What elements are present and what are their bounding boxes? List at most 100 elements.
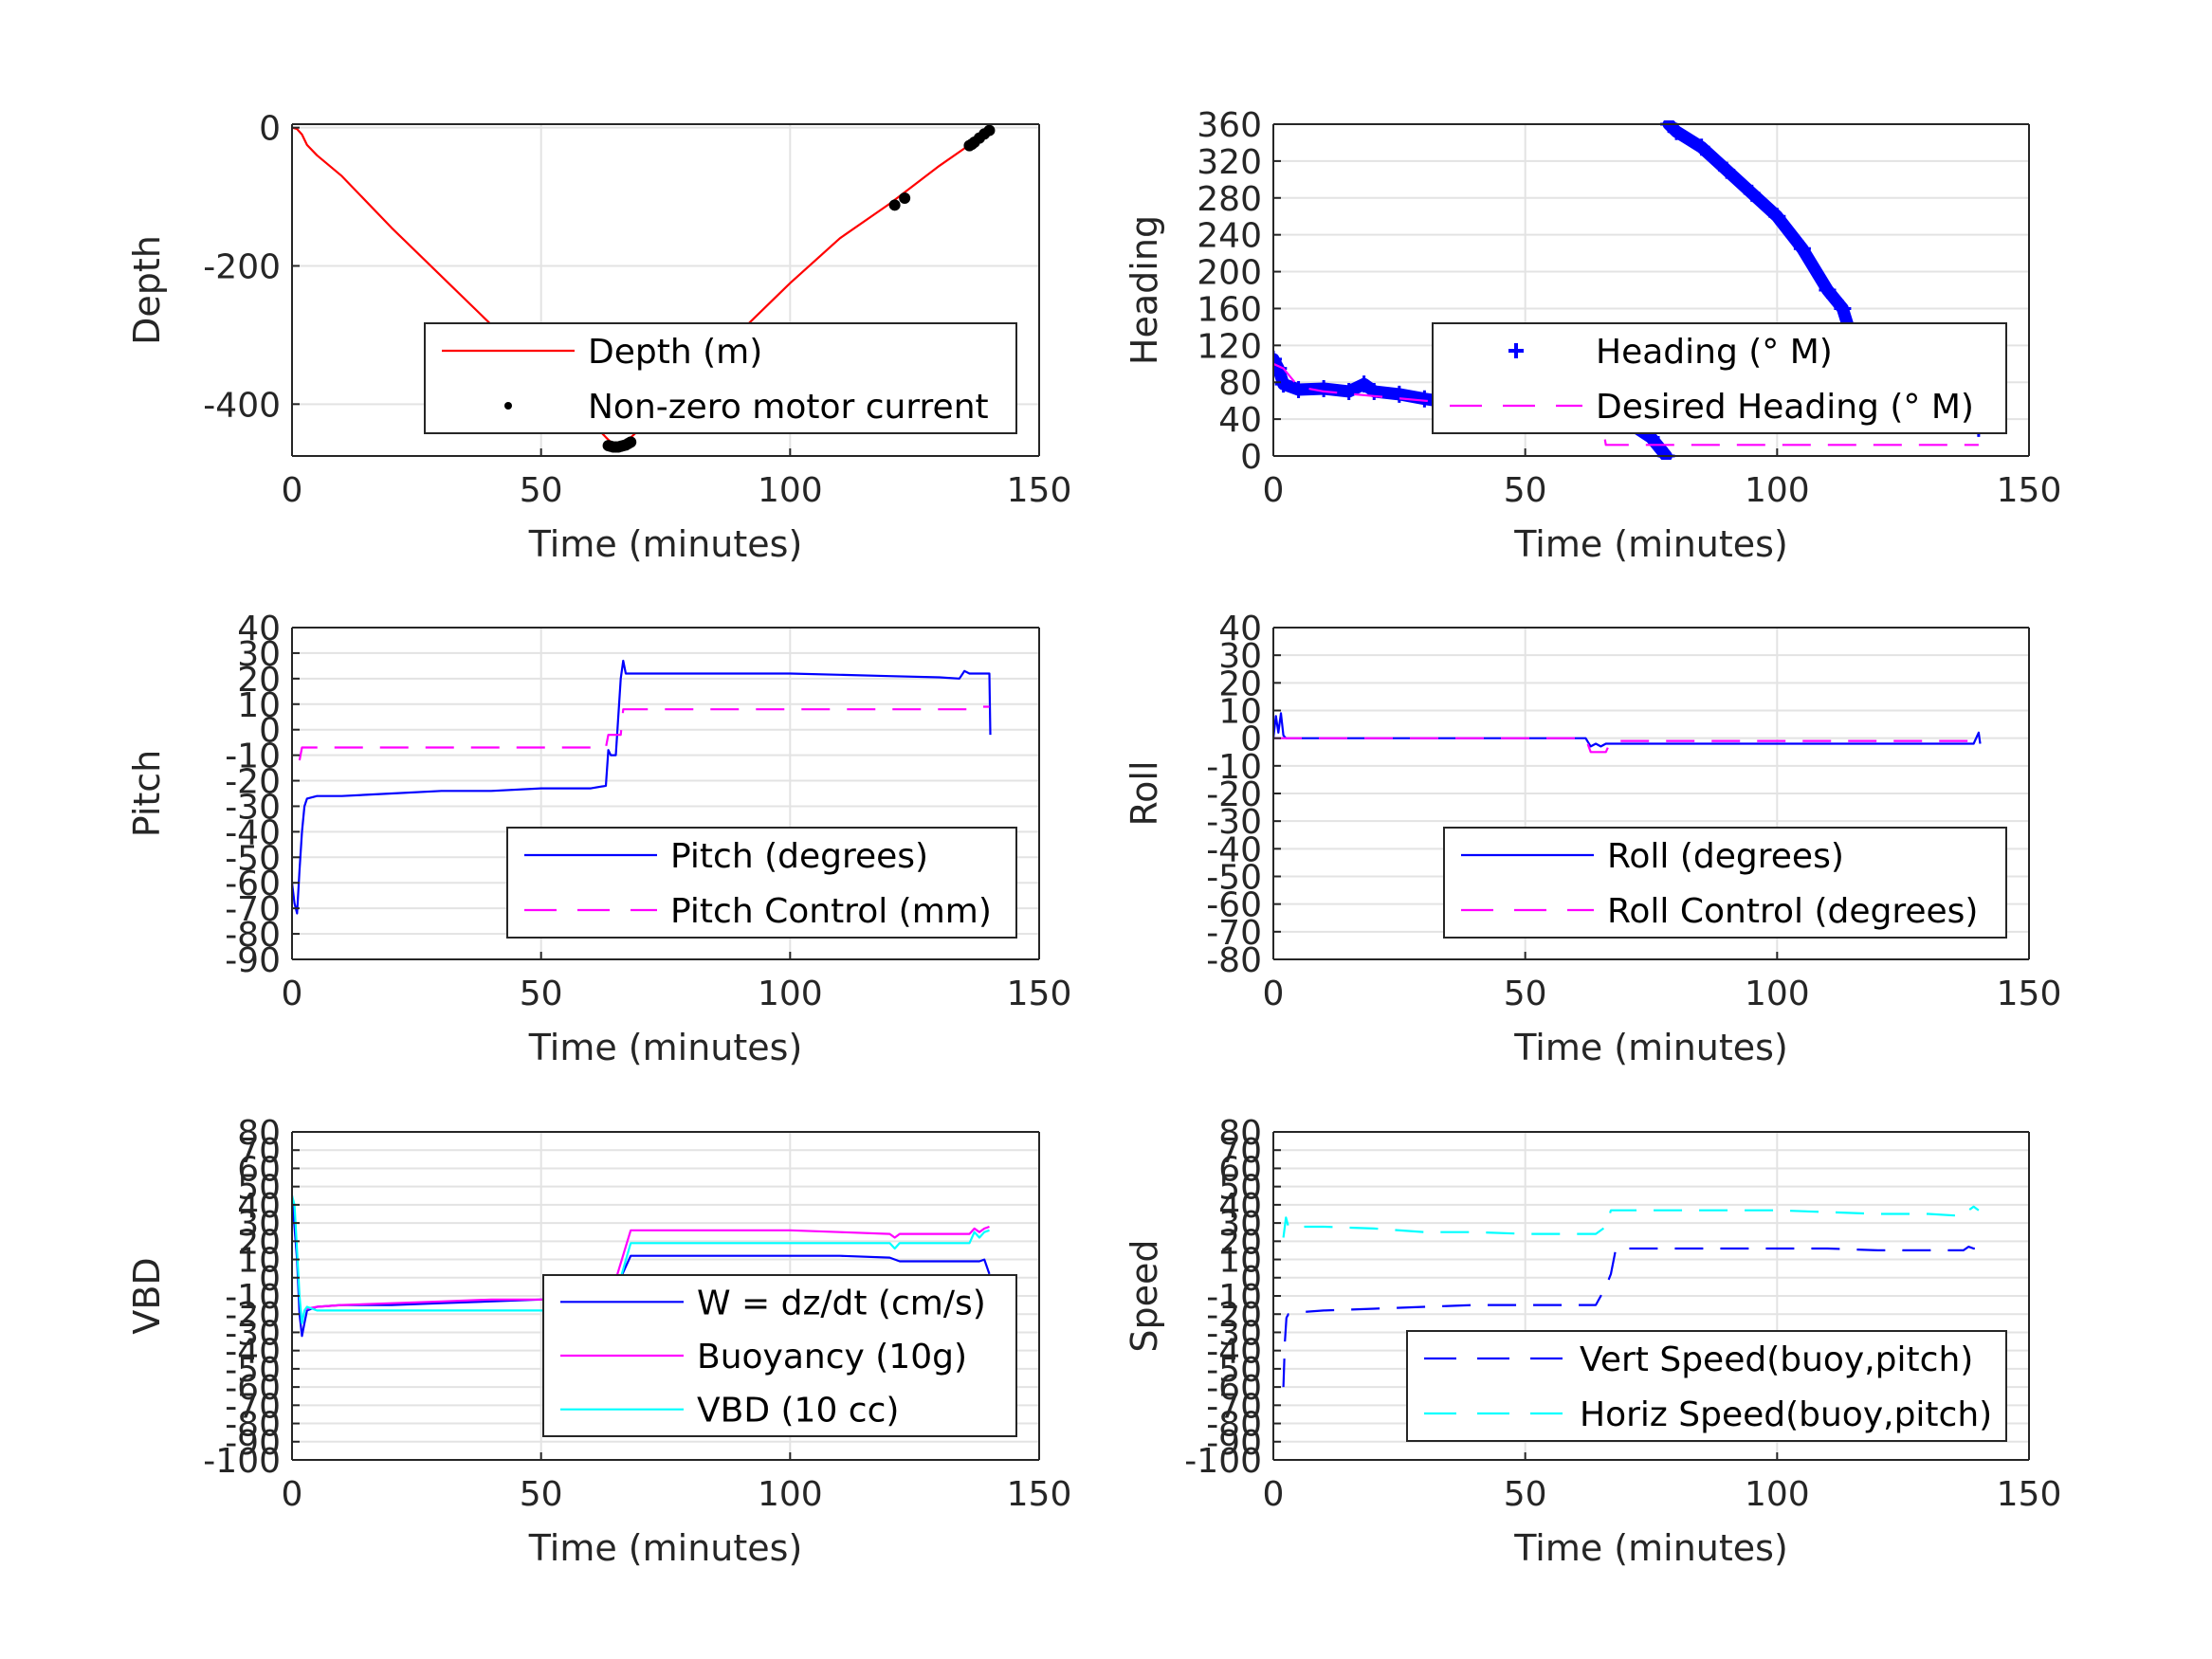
y-tick-label: -30 bbox=[225, 1314, 281, 1353]
y-tick-label: 30 bbox=[237, 1205, 281, 1244]
legend: Depth (m) Non-zero motor current bbox=[424, 322, 1017, 434]
y-tick-label: 60 bbox=[1218, 1150, 1262, 1189]
series-point-non-zero-motor-current bbox=[899, 192, 911, 205]
y-tick-label: 120 bbox=[1197, 327, 1262, 366]
legend-label: Heading (° M) bbox=[1596, 333, 1833, 372]
series-line-roll-degrees bbox=[1273, 712, 1982, 748]
series-line-horiz-speed-buoy-pitch bbox=[1282, 1205, 1980, 1238]
legend-label: Horiz Speed(buoy,pitch) bbox=[1580, 1395, 1992, 1434]
y-tick-label: -90 bbox=[1206, 1424, 1262, 1463]
series-point-heading-m bbox=[1390, 385, 1408, 403]
subplot-3: 0 50 100 150-90-80-70-60-50-40-30-20-100102… bbox=[126, 610, 1071, 1068]
y-tick-label: 10 bbox=[237, 686, 281, 725]
x-axis-label: Time (minutes) bbox=[1513, 1027, 1788, 1068]
series-point-heading-m bbox=[1315, 380, 1333, 398]
legend: Heading (° M) Desired Heading (° M) bbox=[1432, 322, 2007, 434]
x-tick-label: 150 bbox=[1007, 975, 1072, 1013]
series-group bbox=[1273, 712, 1982, 754]
series-point-heading-m bbox=[1289, 381, 1307, 398]
series-point-heading-m bbox=[1416, 390, 1434, 408]
y-tick-label: -50 bbox=[225, 839, 281, 878]
legend-marker bbox=[1508, 343, 1524, 358]
y-axis-label: Heading bbox=[1124, 215, 1165, 365]
y-tick-label: -100 bbox=[203, 1442, 281, 1481]
series-point-heading-m bbox=[1743, 184, 1761, 202]
series-line-buoyancy-10g bbox=[303, 1225, 990, 1312]
y-tick-label: -10 bbox=[225, 738, 281, 776]
y-tick-label: 80 bbox=[1218, 364, 1262, 403]
y-axis-label: Speed bbox=[1124, 1239, 1165, 1352]
legend-label: VBD (10 cc) bbox=[697, 1392, 899, 1431]
y-tick-label: 20 bbox=[237, 1223, 281, 1262]
series-point-heading-m bbox=[1819, 282, 1837, 299]
y-tick-label: 80 bbox=[237, 1114, 281, 1153]
y-tick-label: 70 bbox=[1218, 1132, 1262, 1171]
y-tick-label: -30 bbox=[1206, 1314, 1262, 1353]
y-tick-label: 30 bbox=[237, 635, 281, 674]
y-tick-label: 60 bbox=[237, 1150, 281, 1189]
legend-label: W = dz/dt (cm/s) bbox=[697, 1284, 986, 1322]
legend-label: Roll (degrees) bbox=[1607, 837, 1844, 876]
y-tick-label: -70 bbox=[1206, 1387, 1262, 1426]
x-tick-label: 100 bbox=[1745, 1475, 1810, 1514]
y-tick-label: 40 bbox=[1218, 401, 1262, 440]
subplot-1: 0 50 100 150 -400 -200 0 Time (minutes) Depth Dep… bbox=[126, 110, 1071, 565]
y-tick-label: -70 bbox=[1206, 914, 1262, 953]
series-point-non-zero-motor-current bbox=[983, 124, 996, 137]
y-tick-label: -20 bbox=[1206, 1296, 1262, 1335]
y-tick-label: 240 bbox=[1197, 217, 1262, 256]
y-tick-label: 70 bbox=[237, 1132, 281, 1171]
y-axis-label: VBD bbox=[126, 1257, 168, 1334]
y-tick-label: 30 bbox=[1218, 1205, 1262, 1244]
x-axis-label: Time (minutes) bbox=[528, 523, 803, 565]
y-tick-label: -80 bbox=[1206, 941, 1262, 980]
series-point-heading-m bbox=[1668, 122, 1686, 140]
x-tick-label: 100 bbox=[758, 975, 823, 1013]
series-point-non-zero-motor-current bbox=[888, 199, 901, 211]
series-line-roll-control-degrees bbox=[1273, 737, 1979, 754]
x-axis-label: Time (minutes) bbox=[528, 1527, 803, 1569]
y-tick-label: 10 bbox=[1218, 693, 1262, 732]
x-tick-label: 0 bbox=[1263, 1475, 1285, 1514]
legend-label: Buoyancy (10g) bbox=[697, 1338, 967, 1376]
series-line-vert-speed-buoy-pitch bbox=[1282, 1246, 1979, 1388]
x-tick-label: 0 bbox=[282, 975, 303, 1013]
y-axis-label: Roll bbox=[1124, 760, 1165, 826]
y-tick-label: -50 bbox=[225, 1351, 281, 1390]
y-tick-label: -40 bbox=[225, 1333, 281, 1372]
series-point-non-zero-motor-current bbox=[625, 436, 637, 448]
legend: Vert Speed(buoy,pitch) Horiz Speed(buoy,p… bbox=[1406, 1330, 2007, 1442]
x-tick-label: 0 bbox=[1263, 975, 1285, 1013]
x-tick-label: 150 bbox=[1997, 1475, 2062, 1514]
x-axis-label: Time (minutes) bbox=[1513, 1527, 1788, 1569]
y-axis-label: Depth bbox=[126, 235, 168, 345]
y-tick-label: -10 bbox=[225, 1278, 281, 1317]
y-tick-label: 10 bbox=[237, 1242, 281, 1281]
y-tick-label: -20 bbox=[225, 1296, 281, 1335]
x-tick-label: 150 bbox=[1007, 1475, 1072, 1514]
subplot-6: 0 50 100 150-100-90-80-70-60-50-40-30-20-10… bbox=[1124, 1114, 2061, 1569]
series-point-heading-m bbox=[1273, 350, 1282, 368]
y-tick-label: 40 bbox=[1218, 1187, 1262, 1226]
series-line-depth-m bbox=[292, 126, 991, 448]
y-tick-label: 0 bbox=[259, 712, 281, 751]
y-tick-label: 20 bbox=[237, 661, 281, 700]
y-tick-label: 50 bbox=[1218, 1169, 1262, 1208]
x-tick-label: 50 bbox=[1504, 975, 1547, 1013]
y-tick-label: -100 bbox=[1184, 1442, 1262, 1481]
y-tick-label: -90 bbox=[225, 941, 281, 980]
series-point-heading-m bbox=[1355, 375, 1373, 393]
y-tick-label: -80 bbox=[1206, 1406, 1262, 1445]
y-tick-label: -20 bbox=[1206, 775, 1262, 814]
x-tick-label: 100 bbox=[758, 471, 823, 510]
series-point-heading-m bbox=[1768, 208, 1786, 226]
y-tick-label: 200 bbox=[1197, 254, 1262, 293]
legend-label: Depth (m) bbox=[588, 333, 762, 372]
y-tick-label: -60 bbox=[1206, 886, 1262, 925]
series-group bbox=[1282, 1205, 1980, 1388]
x-tick-label: 150 bbox=[1997, 975, 2062, 1013]
y-tick-label: -10 bbox=[1206, 748, 1262, 787]
x-tick-label: 50 bbox=[520, 1475, 563, 1514]
